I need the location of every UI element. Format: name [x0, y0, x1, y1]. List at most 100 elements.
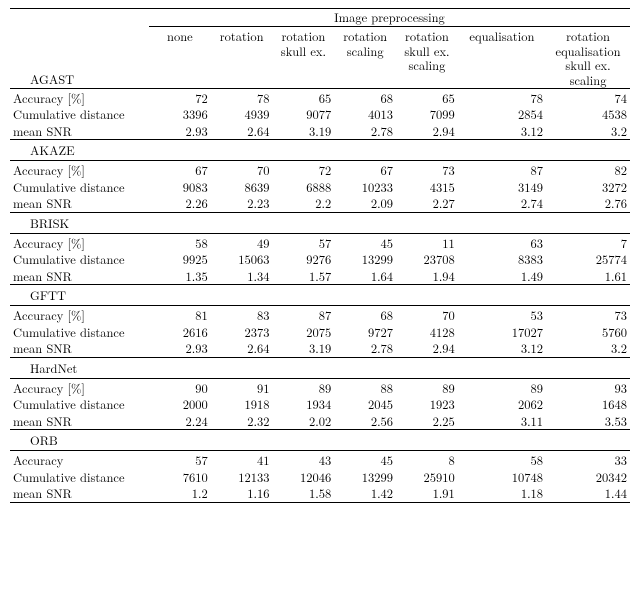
- metric-label: Accuracy [%]: [10, 306, 149, 324]
- metric-value: 7610: [149, 469, 211, 485]
- metric-value: 2.64: [211, 340, 273, 357]
- metric-value: 3.2: [546, 340, 630, 357]
- metric-label: Accuracy [%]: [10, 378, 149, 396]
- metric-value: 53: [458, 306, 546, 324]
- metric-value: 3396: [149, 106, 211, 122]
- metric-value: 2000: [149, 396, 211, 412]
- metric-value: 73: [396, 161, 458, 179]
- metric-label: mean SNR: [10, 413, 149, 430]
- metric-value: 2.56: [334, 413, 396, 430]
- metric-label: Cumulative distance: [10, 251, 149, 267]
- metric-value: 2616: [149, 324, 211, 340]
- metric-value: 2.93: [149, 123, 211, 140]
- metric-value: 9276: [273, 251, 335, 267]
- metric-value: 65: [273, 88, 335, 106]
- metric-value: 3.12: [458, 340, 546, 357]
- metric-value: 9925: [149, 251, 211, 267]
- metric-value: 1.35: [149, 268, 211, 285]
- metric-value: 70: [396, 306, 458, 324]
- metric-value: 4315: [396, 179, 458, 195]
- metric-value: 12046: [273, 469, 335, 485]
- metric-value: 8383: [458, 251, 546, 267]
- metric-value: 83: [211, 306, 273, 324]
- metric-label: Cumulative distance: [10, 179, 149, 195]
- metric-value: 3.12: [458, 123, 546, 140]
- metric-value: 41: [211, 451, 273, 469]
- metric-label: Accuracy [%]: [10, 161, 149, 179]
- metric-value: 93: [546, 378, 630, 396]
- method-name: GFTT: [10, 285, 630, 306]
- metric-value: 81: [149, 306, 211, 324]
- metric-value: 3272: [546, 179, 630, 195]
- metric-value: 25910: [396, 469, 458, 485]
- column-header: none: [149, 27, 211, 89]
- metric-value: 45: [334, 233, 396, 251]
- metric-label: Cumulative distance: [10, 324, 149, 340]
- metric-value: 89: [458, 378, 546, 396]
- metric-value: 2.27: [396, 195, 458, 212]
- method-name: BRISK: [10, 212, 630, 233]
- metric-label: Cumulative distance: [10, 396, 149, 412]
- metric-value: 67: [334, 161, 396, 179]
- metric-value: 1.49: [458, 268, 546, 285]
- metric-value: 78: [211, 88, 273, 106]
- metric-value: 5760: [546, 324, 630, 340]
- metric-value: 6888: [273, 179, 335, 195]
- metric-value: 2.78: [334, 340, 396, 357]
- method-name: AKAZE: [10, 140, 630, 161]
- metric-value: 2.93: [149, 340, 211, 357]
- metric-value: 2075: [273, 324, 335, 340]
- metric-value: 74: [546, 88, 630, 106]
- metric-value: 1.44: [546, 485, 630, 502]
- metric-value: 57: [273, 233, 335, 251]
- metric-value: 7099: [396, 106, 458, 122]
- metric-value: 1.42: [334, 485, 396, 502]
- method-name: HardNet: [10, 357, 630, 378]
- metric-value: 3.19: [273, 123, 335, 140]
- metric-value: 82: [546, 161, 630, 179]
- metric-value: 2.24: [149, 413, 211, 430]
- metric-label: Cumulative distance: [10, 469, 149, 485]
- metric-value: 1.64: [334, 268, 396, 285]
- metric-value: 2.94: [396, 123, 458, 140]
- metric-value: 43: [273, 451, 335, 469]
- metric-value: 10748: [458, 469, 546, 485]
- metric-value: 2.94: [396, 340, 458, 357]
- metric-value: 2.74: [458, 195, 546, 212]
- metric-value: 1.58: [273, 485, 335, 502]
- metric-value: 2.78: [334, 123, 396, 140]
- metric-value: 3.53: [546, 413, 630, 430]
- metric-value: 58: [149, 233, 211, 251]
- metric-value: 9083: [149, 179, 211, 195]
- metric-value: 4013: [334, 106, 396, 122]
- column-header: equalisation: [458, 27, 546, 89]
- metric-value: 2045: [334, 396, 396, 412]
- metric-label: mean SNR: [10, 123, 149, 140]
- metric-value: 1648: [546, 396, 630, 412]
- metric-value: 2.2: [273, 195, 335, 212]
- metric-value: 1934: [273, 396, 335, 412]
- metric-label: Accuracy [%]: [10, 233, 149, 251]
- metric-label: mean SNR: [10, 195, 149, 212]
- metric-value: 90: [149, 378, 211, 396]
- metric-value: 3149: [458, 179, 546, 195]
- metric-value: 4128: [396, 324, 458, 340]
- metric-value: 1.94: [396, 268, 458, 285]
- metric-value: 72: [149, 88, 211, 106]
- metric-value: 8639: [211, 179, 273, 195]
- metric-value: 1918: [211, 396, 273, 412]
- metric-value: 8: [396, 451, 458, 469]
- results-table: Image preprocessingAGASTnonerotationrota…: [10, 8, 630, 503]
- metric-value: 7: [546, 233, 630, 251]
- metric-value: 1.34: [211, 268, 273, 285]
- metric-value: 3.19: [273, 340, 335, 357]
- metric-value: 13299: [334, 469, 396, 485]
- metric-value: 1.57: [273, 268, 335, 285]
- metric-value: 9727: [334, 324, 396, 340]
- metric-value: 63: [458, 233, 546, 251]
- metric-value: 2.76: [546, 195, 630, 212]
- metric-value: 10233: [334, 179, 396, 195]
- metric-value: 1.2: [149, 485, 211, 502]
- metric-value: 4939: [211, 106, 273, 122]
- metric-value: 58: [458, 451, 546, 469]
